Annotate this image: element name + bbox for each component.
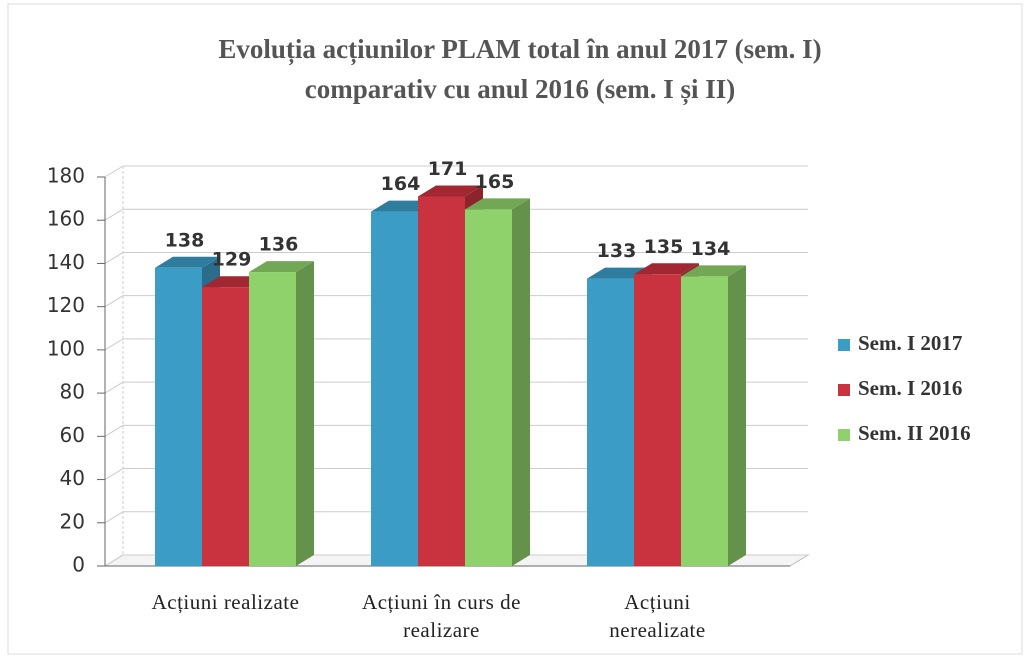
data-label: 136 [259, 234, 299, 256]
data-label: 134 [691, 238, 731, 260]
y-tick-label: 0 [72, 553, 85, 577]
bar-front [587, 278, 634, 566]
grid-line-side [104, 381, 124, 394]
chart-title: Evoluția acțiunilor PLAM total în anul 2… [218, 34, 821, 65]
bar [249, 261, 314, 566]
grid-line-side [104, 511, 124, 524]
y-tick-label: 180 [47, 164, 85, 188]
data-label: 133 [597, 240, 637, 262]
bar-front [249, 272, 296, 566]
y-tick-label: 80 [60, 380, 85, 404]
grid-line-side [104, 208, 124, 221]
grid-line-side [104, 165, 124, 178]
frame [7, 3, 1023, 655]
grid-line-side [104, 554, 124, 567]
legend-label: Sem. II 2016 [858, 421, 971, 445]
bar-front [371, 211, 418, 567]
bar-front [202, 287, 249, 566]
grid-line-side [104, 252, 124, 264]
legend-label: Sem. I 2016 [858, 376, 962, 400]
bar [681, 265, 746, 566]
chart-title: comparativ cu anul 2016 (sem. I și II) [305, 74, 736, 105]
legend-swatch [838, 429, 850, 441]
data-label: 135 [644, 236, 684, 258]
legend-swatch [838, 339, 850, 351]
bar-side [512, 198, 530, 566]
bar-side [728, 265, 746, 566]
bar-side [296, 261, 314, 566]
legend-label: Sem. I 2017 [858, 331, 962, 355]
y-tick-label: 140 [47, 250, 85, 274]
y-tick-label: 160 [47, 207, 85, 231]
data-label: 165 [475, 171, 515, 193]
bar-front [634, 274, 681, 566]
data-label: 164 [381, 173, 421, 195]
y-tick-label: 120 [47, 293, 85, 317]
bar-top [634, 263, 699, 275]
bar-front [418, 196, 465, 566]
bar-top [155, 256, 220, 268]
data-label: 138 [165, 229, 205, 251]
bar-top [418, 185, 483, 197]
bar-front [465, 209, 512, 566]
grid-line-side [104, 295, 124, 308]
grid-line-side [104, 338, 124, 351]
bar-front [155, 267, 202, 566]
bar-top [249, 261, 314, 273]
legend-swatch [838, 384, 850, 396]
x-tick-label: Acțiuni realizate [151, 590, 300, 614]
grid-line-side [104, 424, 124, 437]
x-tick-label: Acțiuni nerealizate [609, 590, 706, 642]
bar [465, 198, 530, 566]
y-tick-label: 60 [60, 423, 85, 447]
bar-front [681, 276, 728, 566]
y-tick-label: 40 [60, 466, 85, 490]
x-tick-label: Acțiuni în curs de realizare [362, 590, 521, 642]
bar-top [465, 198, 530, 210]
grid-line [104, 165, 808, 178]
grid-line-side [104, 468, 124, 480]
bar-top [681, 265, 746, 277]
y-tick-label: 20 [60, 509, 85, 533]
y-tick-label: 100 [47, 336, 85, 360]
data-label: 129 [212, 249, 252, 271]
data-label: 171 [428, 158, 468, 180]
